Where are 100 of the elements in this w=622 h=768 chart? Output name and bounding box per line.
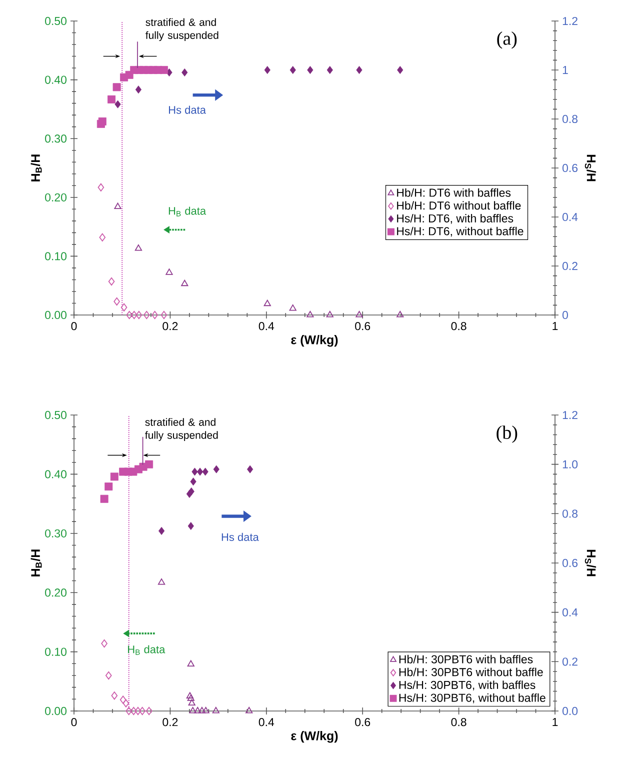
- point: [135, 86, 142, 94]
- y-tick-label: 0.50: [45, 16, 67, 26]
- y2-tick-label: 0.6: [562, 558, 578, 568]
- point: [105, 671, 112, 680]
- y2-tick-label: 0.0: [562, 706, 578, 716]
- legend-label: Hs/H: 30PBT6, without baffle: [399, 693, 546, 704]
- point: [264, 66, 270, 74]
- point: [192, 468, 198, 476]
- point: [114, 202, 122, 210]
- y-axis-title: H$_{B}$/H: [30, 550, 42, 576]
- annotation: stratified & and fully suspended: [146, 18, 218, 42]
- point: [134, 706, 142, 716]
- point: [190, 478, 196, 486]
- x-tick-label: 0.6: [355, 322, 370, 330]
- y-tick-label: 0.20: [45, 588, 67, 597]
- x-axis-title: ε (W/kg): [291, 335, 338, 347]
- point: [213, 465, 220, 474]
- point: [158, 526, 165, 535]
- x-tick-label: 0.6: [355, 718, 370, 726]
- x-tick-label: 0.4: [258, 718, 274, 726]
- point: [196, 468, 204, 476]
- y-tick-label: 0.40: [45, 470, 67, 478]
- legend-label: Hb/H: 30PBT6 without baffle: [399, 668, 543, 676]
- point: [134, 244, 142, 251]
- annotation: H$_{B}$ data: [168, 206, 206, 216]
- y-tick-label: 0.10: [45, 648, 67, 656]
- y2-tick-label: 1.2: [562, 410, 578, 420]
- x-tick-label: 1: [552, 718, 558, 726]
- point: [114, 297, 120, 306]
- point: [356, 310, 363, 318]
- y-tick-label: 0.10: [45, 252, 67, 260]
- legend-label: Hs/H: DT6, with baffles: [397, 214, 514, 224]
- legend-label: Hb/H: 30PBT6 with baffles: [399, 654, 533, 664]
- point: [145, 460, 154, 468]
- y-tick-label: 0.50: [45, 410, 67, 420]
- x-tick-label: 0.2: [162, 322, 178, 330]
- y2-tick-label: 0.2: [562, 658, 578, 666]
- point: [194, 706, 202, 714]
- point: [289, 304, 296, 311]
- point: [126, 706, 132, 716]
- point: [264, 300, 271, 306]
- x-tick-label: 0.2: [162, 718, 178, 726]
- y2-axis-title: H$_{S}$/H: [584, 550, 596, 576]
- point: [186, 692, 194, 698]
- point: [108, 277, 115, 286]
- point: [112, 83, 121, 92]
- point: [198, 706, 206, 714]
- point: [146, 706, 152, 716]
- point: [158, 578, 166, 585]
- point: [108, 95, 116, 104]
- y-axis-title: H$_{B}$/H: [30, 154, 42, 182]
- y2-tick-label: 0.6: [562, 164, 578, 172]
- x-tick-label: 0.8: [451, 322, 466, 330]
- point: [120, 303, 128, 312]
- point: [306, 310, 314, 318]
- text: (a): [497, 32, 517, 49]
- y2-tick-label: 0.8: [562, 510, 578, 518]
- y2-tick-label: 0.2: [562, 262, 578, 270]
- point: [290, 66, 296, 74]
- y-tick-label: 0.20: [45, 193, 67, 202]
- point: [356, 66, 362, 74]
- point: [98, 117, 106, 126]
- point: [152, 310, 158, 320]
- point: [188, 487, 194, 496]
- point: [98, 183, 104, 192]
- point: [307, 66, 314, 74]
- point: [143, 310, 150, 320]
- legend-label: Hs/H: DT6, without baffle: [397, 226, 524, 237]
- point: [188, 522, 194, 530]
- legend-label: Hs/H: 30PBT6, with baffles: [399, 680, 536, 690]
- y2-tick-label: 1.2: [562, 16, 578, 26]
- y2-tick-label: 0.4: [562, 608, 578, 616]
- point: [326, 310, 334, 318]
- y-tick-label: 0.40: [45, 76, 67, 84]
- y-tick-label: 0.00: [45, 310, 67, 320]
- y-tick-label: 0.30: [45, 134, 67, 143]
- y2-tick-label: 1: [562, 66, 568, 74]
- point: [189, 706, 196, 714]
- annotation: Hs data: [222, 532, 259, 541]
- point: [187, 660, 194, 666]
- y-tick-label: 0.30: [45, 529, 67, 538]
- point: [136, 310, 142, 320]
- point: [130, 310, 138, 320]
- x-tick-label: 0: [71, 718, 77, 726]
- point: [111, 692, 118, 700]
- point: [187, 694, 194, 701]
- point: [126, 310, 132, 320]
- x-tick-label: 0.8: [451, 718, 466, 726]
- point: [100, 494, 108, 503]
- point: [101, 639, 108, 648]
- text: (b): [496, 426, 518, 443]
- x-tick-label: 0: [71, 322, 77, 330]
- y2-axis-title: H$_{S}$/H: [584, 154, 596, 182]
- point: [160, 66, 168, 74]
- point: [120, 696, 126, 704]
- point: [166, 268, 173, 275]
- y2-tick-label: 0.8: [562, 114, 578, 124]
- point: [110, 472, 118, 481]
- y2-tick-label: 1.0: [562, 460, 578, 468]
- point: [212, 706, 220, 714]
